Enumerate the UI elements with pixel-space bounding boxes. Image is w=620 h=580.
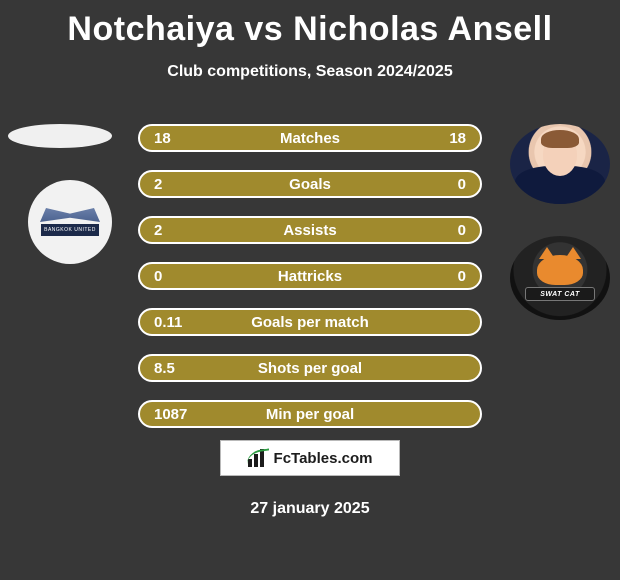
fctables-logo-icon: [248, 449, 268, 467]
stat-row: 0Hattricks0: [138, 262, 482, 290]
player-right-avatar: [510, 124, 610, 204]
stat-value-left: 18: [154, 130, 214, 147]
club-badge-right: SWAT CAT: [510, 236, 610, 320]
stats-container: 18Matches182Goals02Assists00Hattricks00.…: [138, 124, 482, 446]
stat-value-right: 0: [406, 268, 466, 285]
club-badge-left: BANGKOK UNITED: [28, 180, 112, 264]
stat-value-left: 0.11: [154, 314, 214, 331]
stat-label: Goals: [214, 176, 406, 193]
stat-value-left: 1087: [154, 406, 214, 423]
stat-value-left: 2: [154, 176, 214, 193]
club-badge-right-cat-icon: [537, 255, 583, 285]
stat-label: Matches: [214, 130, 406, 147]
date-text: 27 january 2025: [250, 500, 369, 518]
stat-row: 0.11Goals per match: [138, 308, 482, 336]
club-badge-right-label: SWAT CAT: [525, 287, 595, 301]
page-title: Notchaiya vs Nicholas Ansell: [0, 0, 620, 49]
brand-text: FcTables.com: [274, 450, 373, 467]
stat-label: Goals per match: [214, 314, 406, 331]
stat-row: 18Matches18: [138, 124, 482, 152]
brand-box: FcTables.com: [220, 440, 400, 476]
stat-row: 2Goals0: [138, 170, 482, 198]
stat-label: Shots per goal: [214, 360, 406, 377]
stat-value-left: 2: [154, 222, 214, 239]
stat-row: 1087Min per goal: [138, 400, 482, 428]
club-badge-left-wings-icon: [40, 208, 100, 222]
stat-row: 8.5Shots per goal: [138, 354, 482, 382]
player-left-avatar: [8, 124, 112, 148]
player-right-hair: [541, 130, 579, 148]
stat-value-left: 0: [154, 268, 214, 285]
stat-label: Hattricks: [214, 268, 406, 285]
stat-row: 2Assists0: [138, 216, 482, 244]
stat-label: Assists: [214, 222, 406, 239]
stat-value-left: 8.5: [154, 360, 214, 377]
stat-value-right: 0: [406, 222, 466, 239]
stat-value-right: 0: [406, 176, 466, 193]
subtitle: Club competitions, Season 2024/2025: [0, 63, 620, 81]
club-badge-left-label: BANGKOK UNITED: [41, 224, 99, 236]
stat-value-right: 18: [406, 130, 466, 147]
stat-label: Min per goal: [214, 406, 406, 423]
